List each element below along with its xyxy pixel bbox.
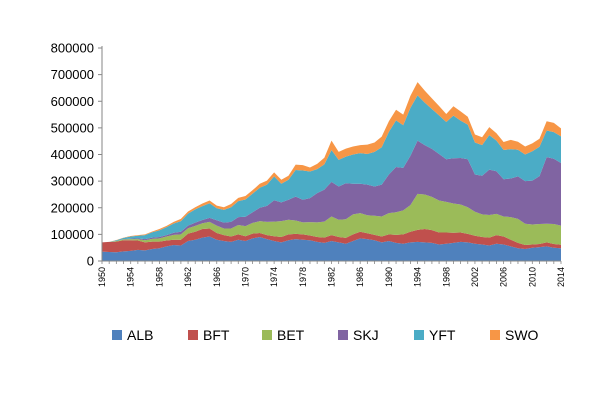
legend-item-swo: SWO: [490, 327, 539, 343]
y-tick-label: 100000: [51, 227, 94, 242]
y-tick-label: 700000: [51, 67, 94, 82]
legend-item-skj: SKJ: [338, 327, 379, 343]
legend: ALB BFT BET SKJ YFT SWO: [112, 327, 539, 343]
y-tick-label: 300000: [51, 174, 94, 189]
y-tick-label: 400000: [51, 147, 94, 162]
legend-swatch: [188, 330, 198, 340]
x-tick-label: 1958: [154, 267, 164, 287]
legend-label: SWO: [505, 327, 539, 343]
legend-label: BET: [277, 327, 305, 343]
x-tick-label: 2014: [556, 267, 566, 287]
x-tick-label: 1994: [413, 267, 423, 287]
x-tick-label: 1950: [97, 267, 107, 287]
y-tick-label: 800000: [51, 41, 94, 56]
x-tick-label: 2006: [499, 267, 509, 287]
x-tick-label: 1970: [240, 267, 250, 287]
x-tick-label: 1990: [384, 267, 394, 287]
area-series-skj: [102, 140, 561, 243]
legend-item-yft: YFT: [414, 327, 456, 343]
x-tick-label: 1986: [355, 267, 365, 287]
area-series-bet: [102, 193, 561, 246]
area-series-bft: [102, 228, 561, 253]
y-tick-label: 0: [87, 254, 94, 269]
legend-swatch: [338, 330, 348, 340]
legend-item-alb: ALB: [112, 327, 153, 343]
x-tick-label: 1998: [441, 267, 451, 287]
area-layers: [102, 82, 561, 261]
y-tick-label: 600000: [51, 94, 94, 109]
legend-swatch: [490, 330, 500, 340]
x-tick-label: 2010: [527, 267, 537, 287]
axes: 0 100000 200000 300000 400000 500000 600000 700…: [51, 41, 566, 288]
legend-label: SKJ: [353, 327, 379, 343]
area-series-alb: [102, 236, 561, 261]
legend-swatch: [112, 330, 122, 340]
x-tick-label: 1978: [298, 267, 308, 287]
legend-label: YFT: [429, 327, 456, 343]
x-tick-label: 2002: [470, 267, 480, 287]
x-tick-label: 1966: [212, 267, 222, 287]
area-series-yft: [102, 95, 561, 243]
x-tick-label: 1962: [183, 267, 193, 287]
legend-label: BFT: [203, 327, 230, 343]
x-tick-label: 1954: [126, 267, 136, 287]
y-tick-label: 500000: [51, 120, 94, 135]
legend-item-bft: BFT: [188, 327, 230, 343]
x-tick-label: 1982: [327, 267, 337, 287]
legend-label: ALB: [127, 327, 153, 343]
y-tick-label: 200000: [51, 200, 94, 215]
x-tick-label: 1974: [269, 267, 279, 287]
legend-item-bet: BET: [262, 327, 305, 343]
legend-swatch: [414, 330, 424, 340]
legend-swatch: [262, 330, 272, 340]
